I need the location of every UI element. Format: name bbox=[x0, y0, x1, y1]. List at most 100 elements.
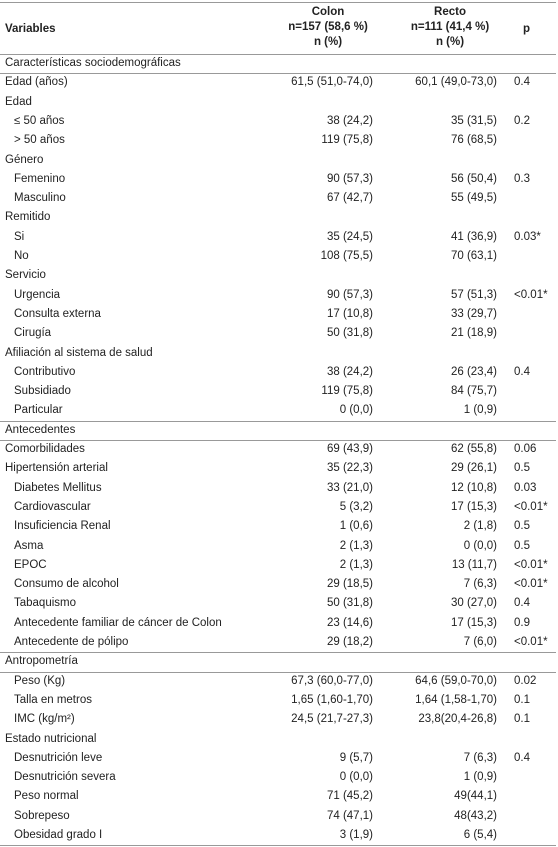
colon-value: 119 (75,8) bbox=[321, 385, 373, 398]
row-label: Desnutrición severa bbox=[14, 771, 116, 784]
recto-value: 84 (75,7) bbox=[450, 385, 497, 398]
row-label: No bbox=[14, 250, 29, 262]
colon-value: 23 (14,6) bbox=[326, 616, 373, 629]
rule bbox=[0, 54, 556, 55]
row-label: Peso normal bbox=[14, 790, 79, 803]
p-value: <0.01* bbox=[514, 578, 548, 591]
recto-value: 70 (63,1) bbox=[450, 250, 497, 262]
rule bbox=[0, 652, 556, 654]
recto-value: 55 (49,5) bbox=[450, 192, 497, 205]
row-label: Urgencia bbox=[14, 288, 61, 301]
colon-value: 35 (24,5) bbox=[326, 230, 373, 243]
colon-value: 33 (21,0) bbox=[326, 481, 373, 494]
colon-value: 29 (18,5) bbox=[326, 578, 373, 591]
p-value: 0.02 bbox=[514, 674, 537, 687]
p-value: 0.03* bbox=[514, 230, 541, 243]
p-value: 0.1 bbox=[514, 693, 530, 706]
rule bbox=[0, 2, 556, 3]
header-p: p bbox=[523, 23, 531, 35]
row-label: Obesidad grado I bbox=[14, 829, 103, 841]
rule bbox=[0, 671, 556, 673]
row-label: Si bbox=[14, 230, 25, 243]
p-value: 0.2 bbox=[514, 114, 530, 127]
recto-value: 12 (10,8) bbox=[450, 481, 497, 494]
colon-value: 17 (10,8) bbox=[326, 307, 373, 320]
header-recto: n=111 (41,4 %) bbox=[410, 21, 490, 33]
colon-value: 38 (24,2) bbox=[326, 365, 373, 378]
row-label: Estado nutricional bbox=[5, 732, 97, 745]
p-value: 0.5 bbox=[514, 539, 530, 552]
colon-value: 69 (43,9) bbox=[326, 443, 373, 455]
colon-value: 1 (0,6) bbox=[339, 520, 373, 533]
recto-value: 1 (0,9) bbox=[463, 404, 497, 417]
colon-value: 0 (0,0) bbox=[339, 404, 373, 417]
row-label: Subsidiado bbox=[14, 385, 71, 398]
colon-value: 74 (47,1) bbox=[326, 809, 373, 822]
recto-value: 62 (55,8) bbox=[450, 443, 497, 455]
header-colon: n (%) bbox=[313, 36, 343, 48]
row-label: Desnutrición leve bbox=[14, 751, 103, 764]
p-value: 0.03 bbox=[514, 481, 537, 494]
recto-value: 21 (18,9) bbox=[450, 327, 497, 340]
colon-value: 67,3 (60,0-77,0) bbox=[291, 674, 373, 687]
recto-value: 17 (15,3) bbox=[450, 616, 497, 629]
recto-value: 7 (6,3) bbox=[463, 751, 497, 764]
colon-value: 24,5 (21,7-27,3) bbox=[291, 713, 373, 726]
p-value: 0.5 bbox=[514, 520, 530, 533]
rule bbox=[0, 420, 556, 422]
colon-value: 9 (5,7) bbox=[339, 751, 373, 764]
row-label: ≤ 50 años bbox=[14, 114, 65, 127]
recto-value: 41 (36,9) bbox=[450, 230, 497, 243]
header-colon: n=157 (58,6 %) bbox=[288, 21, 368, 33]
header-colon: Colon bbox=[311, 6, 345, 18]
row-label: Sobrepeso bbox=[14, 809, 70, 822]
row-label: Diabetes Mellitus bbox=[14, 481, 102, 494]
p-value: 0.4 bbox=[514, 76, 530, 89]
colon-value: 1,65 (1,60-1,70) bbox=[291, 693, 373, 706]
header-recto: Recto bbox=[434, 6, 466, 18]
row-label: Afiliación al sistema de salud bbox=[5, 346, 153, 359]
colon-value: 67 (42,7) bbox=[326, 192, 373, 205]
p-value: <0.01* bbox=[514, 558, 548, 571]
recto-value: 33 (29,7) bbox=[450, 307, 497, 320]
section-title: Antropometría bbox=[5, 655, 78, 668]
row-label: Particular bbox=[14, 404, 63, 417]
section-title: Antecedentes bbox=[5, 423, 76, 436]
p-value: <0.01* bbox=[514, 500, 548, 513]
p-value: 0.4 bbox=[514, 751, 530, 764]
row-label: Asma bbox=[14, 539, 44, 552]
recto-value: 2 (1,8) bbox=[463, 520, 497, 533]
row-label: Contributivo bbox=[14, 365, 76, 378]
recto-value: 17 (15,3) bbox=[450, 500, 497, 513]
colon-value: 2 (1,3) bbox=[339, 539, 373, 552]
colon-value: 0 (0,0) bbox=[339, 771, 373, 784]
colon-value: 5 (3,2) bbox=[339, 500, 373, 513]
row-label: Talla en metros bbox=[14, 693, 92, 706]
recto-value: 1,64 (1,58-1,70) bbox=[415, 693, 497, 706]
row-label: Consulta externa bbox=[14, 307, 101, 320]
row-label: > 50 años bbox=[14, 134, 65, 147]
row-label: Servicio bbox=[5, 269, 46, 282]
p-value: 0.5 bbox=[514, 462, 530, 475]
header-variables: Variables bbox=[5, 23, 56, 35]
recto-value: 64,6 (59,0-70,0) bbox=[415, 674, 497, 687]
row-label: IMC (kg/m²) bbox=[14, 713, 75, 726]
recto-value: 7 (6,0) bbox=[463, 636, 497, 648]
row-label: Cardiovascular bbox=[14, 500, 91, 513]
colon-value: 90 (57,3) bbox=[326, 288, 373, 301]
recto-value: 60,1 (49,0-73,0) bbox=[415, 76, 497, 89]
p-value: 0.06 bbox=[514, 443, 537, 455]
p-value: 0.9 bbox=[514, 616, 530, 629]
colon-value: 50 (31,8) bbox=[326, 597, 373, 610]
row-label: Masculino bbox=[14, 192, 66, 205]
p-value: 0.4 bbox=[514, 597, 530, 610]
colon-value: 90 (57,3) bbox=[326, 172, 373, 185]
row-label: Tabaquismo bbox=[14, 597, 77, 610]
recto-value: 13 (11,7) bbox=[451, 558, 497, 571]
colon-value: 50 (31,8) bbox=[326, 327, 373, 340]
row-label: EPOC bbox=[14, 558, 47, 571]
p-value: 0.1 bbox=[514, 713, 530, 726]
colon-value: 108 (75,5) bbox=[320, 250, 373, 262]
recto-value: 35 (31,5) bbox=[450, 114, 497, 127]
